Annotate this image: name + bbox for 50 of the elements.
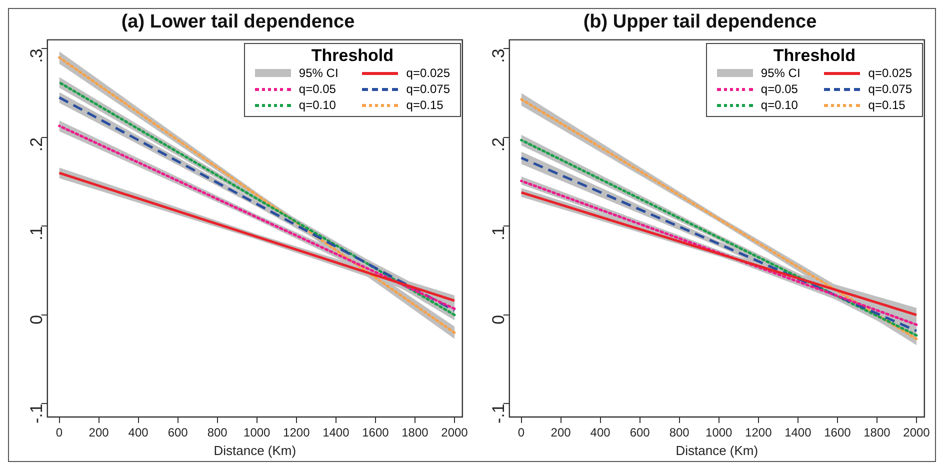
y-tick-label: .1 (27, 226, 46, 240)
x-tick-label: 1600 (824, 426, 852, 440)
legend-label: q=0.10 (298, 98, 336, 112)
y-tick-label: .2 (27, 137, 46, 152)
y-tick-label: .1 (489, 226, 508, 240)
x-axis-title: Distance (Km) (676, 442, 758, 458)
y-tick-label: -.1 (489, 404, 508, 424)
x-tick-label: 1400 (784, 426, 812, 440)
legend-label: q=0.10 (760, 98, 798, 112)
x-tick-label: 200 (88, 426, 110, 440)
legend-label: q=0.15 (868, 98, 906, 112)
x-tick-label: 400 (590, 426, 611, 440)
x-axis-title: Distance (Km) (214, 442, 296, 458)
legend-title: Threshold (310, 46, 395, 66)
x-tick-label: 1200 (283, 426, 310, 440)
x-tick-label: 800 (669, 426, 690, 440)
x-tick-label: 2000 (441, 426, 468, 440)
x-tick-label: 2000 (903, 426, 930, 440)
x-tick-label: 800 (207, 426, 228, 440)
x-tick-label: 0 (56, 426, 63, 440)
legend-label: 95% CI (760, 66, 800, 80)
y-tick-label: .3 (27, 48, 46, 63)
x-tick-label: 400 (128, 426, 149, 440)
y-tick-label: -.1 (27, 404, 46, 424)
legend-label: q=0.05 (298, 82, 336, 96)
x-tick-label: 1200 (745, 426, 772, 440)
legend-label: q=0.025 (406, 66, 450, 80)
chart-title: (a) Lower tail dependence (121, 12, 355, 33)
x-tick-label: 600 (168, 426, 188, 440)
x-tick-label: 1000 (706, 426, 733, 440)
legend-title: Threshold (772, 46, 857, 66)
x-tick-label: 1800 (402, 426, 429, 440)
legend-label: q=0.05 (760, 82, 798, 96)
y-tick-label: 0 (489, 314, 508, 324)
legend-label: 95% CI (298, 66, 338, 80)
x-tick-label: 0 (518, 426, 525, 440)
legend-label: q=0.15 (406, 98, 444, 112)
y-tick-label: .2 (489, 137, 508, 152)
x-tick-label: 1800 (864, 426, 891, 440)
x-tick-label: 1000 (244, 426, 271, 440)
x-tick-label: 1600 (362, 426, 390, 440)
y-tick-label: .3 (489, 48, 508, 63)
chart-title: (b) Upper tail dependence (583, 12, 817, 33)
x-tick-label: 200 (550, 426, 572, 440)
legend-label: q=0.075 (406, 82, 450, 96)
x-tick-label: 600 (630, 426, 650, 440)
legend-label: q=0.075 (868, 82, 912, 96)
legend-label: q=0.025 (868, 66, 912, 80)
y-tick-label: 0 (27, 314, 46, 324)
x-tick-label: 1400 (322, 426, 350, 440)
